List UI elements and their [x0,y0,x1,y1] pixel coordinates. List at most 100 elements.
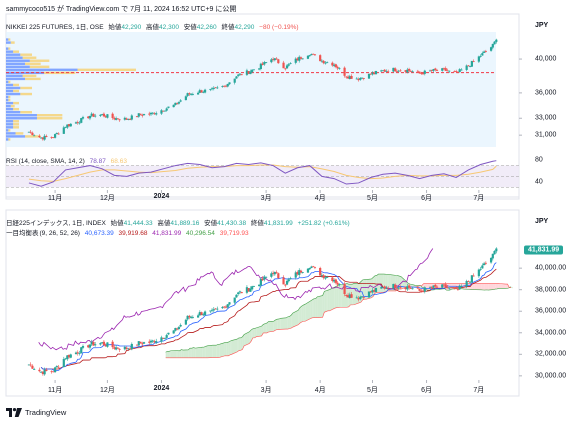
index-candle-body [165,335,168,338]
futures-candle-body [472,61,475,63]
index-candle-body [434,284,437,287]
futures-candle-body [263,62,266,65]
volume-profile-up-bar [6,47,9,50]
ichimoku-cloud-segment [252,328,255,338]
index-candle-body [380,287,383,289]
index-candle-body [416,287,419,289]
futures-candle-body [489,47,493,51]
index-candle-body [251,286,254,290]
volume-profile-up-bar [6,41,11,44]
futures-candle-body [299,57,303,59]
futures-candle-body [224,85,228,87]
index-candle-body [247,287,250,292]
futures-candle-body [395,71,398,72]
ichimoku-cloud-segment [289,315,292,329]
ichimoku-cloud-segment [217,344,220,358]
futures-candle-body [458,69,461,73]
ichimoku-cloud-segment [240,336,243,351]
futures-candle-body [94,115,97,117]
futures-low: 42,260 [196,24,217,31]
ichimoku-cloud-segment [237,337,239,352]
index-candle-body [301,272,304,273]
volume-profile-up-bar [6,126,14,129]
futures-candle-body [374,71,378,75]
ichimoku-cloud-segment [481,283,484,290]
index-candle-body [360,296,364,298]
volume-profile-up-bar [6,132,16,135]
ichimoku-cloud-segment [324,290,327,313]
volume-profile-down-bar [13,101,19,105]
futures-candle-body [465,65,468,70]
index-candle-body [345,294,348,296]
index-candle-body [200,312,203,316]
futures-candle-body [441,68,444,71]
index-candle-body [163,337,167,339]
futures-candle-body [331,62,334,66]
index-candle-body [373,290,376,292]
futures-candle-body [212,87,215,89]
index-open: 41,444.33 [123,220,153,227]
ichimoku-cloud-segment [352,283,354,305]
futures-candle-body [371,72,374,75]
futures-candle-body [491,43,494,48]
futures-candle-body [362,78,365,79]
index-x-label: 12月 [99,387,115,394]
futures-x-label: 7月 [473,195,485,202]
ichimoku-cloud-segment [273,319,276,332]
futures-candle-body [310,54,313,56]
volume-profile-down-bar [20,86,32,90]
futures-high: 42,300 [159,24,179,31]
futures-candle-body [200,90,203,93]
index-candle-body [395,288,398,289]
index-candle-body [148,341,151,343]
ichimoku-cloud-segment [476,283,482,290]
futures-candle-body [176,103,179,105]
futures-candle-body [80,118,83,123]
futures-candle-body [346,76,350,79]
futures-candle-body [442,68,446,70]
index-candle-body [371,290,374,293]
ichimoku-cloud-segment [401,276,403,290]
index-candle-body [191,317,194,318]
ichimoku-cloud-segment [472,283,475,290]
index-candle-body [87,345,90,348]
index-candle-body [78,353,81,354]
futures-candle-body [31,132,34,136]
futures-candle-body [409,71,412,72]
futures-y-label: 31,000 [535,131,557,139]
futures-candle-body [277,59,280,64]
futures-candle-body [151,112,154,114]
volume-profile-up-bar [6,62,26,65]
futures-candle-body [50,137,53,138]
futures-candle-body [252,69,255,71]
futures-candle-body [397,70,400,72]
volume-profile-up-bar [6,80,9,84]
futures-close-label: 終値 [221,24,235,31]
ichimoku-cloud-segment [317,295,323,318]
volume-profile-down-bar [25,77,41,81]
index-high: 41,889.16 [170,220,200,227]
futures-candle-body [226,83,229,87]
ichimoku-legend: 一目均衡表(9, 26, 52, 26) 40,673.39 39,919.68… [6,227,252,237]
futures-candle-body [247,71,250,74]
futures-candle-body [334,64,337,67]
index-candle-body [273,271,276,275]
futures-open-label: 始値 [108,24,122,31]
index-candle-body [484,262,487,264]
index-candle-body [282,277,285,285]
ichimoku-cloud-segment [169,350,171,358]
index-candle-body [265,276,268,278]
rsi-y-label: 80 [535,156,543,164]
index-candle-body [453,288,456,290]
volume-profile-up-bar [6,101,14,105]
index-candle-body [224,306,228,308]
futures-candle-body [113,118,116,120]
index-candle-body [357,298,360,300]
ichimoku-cloud-segment [167,351,170,358]
ichimoku-cloud-segment [411,284,414,288]
futures-candle-body [355,78,358,80]
index-candle-body [493,250,496,255]
futures-candle-body [479,56,482,57]
index-candle-body [420,290,423,292]
